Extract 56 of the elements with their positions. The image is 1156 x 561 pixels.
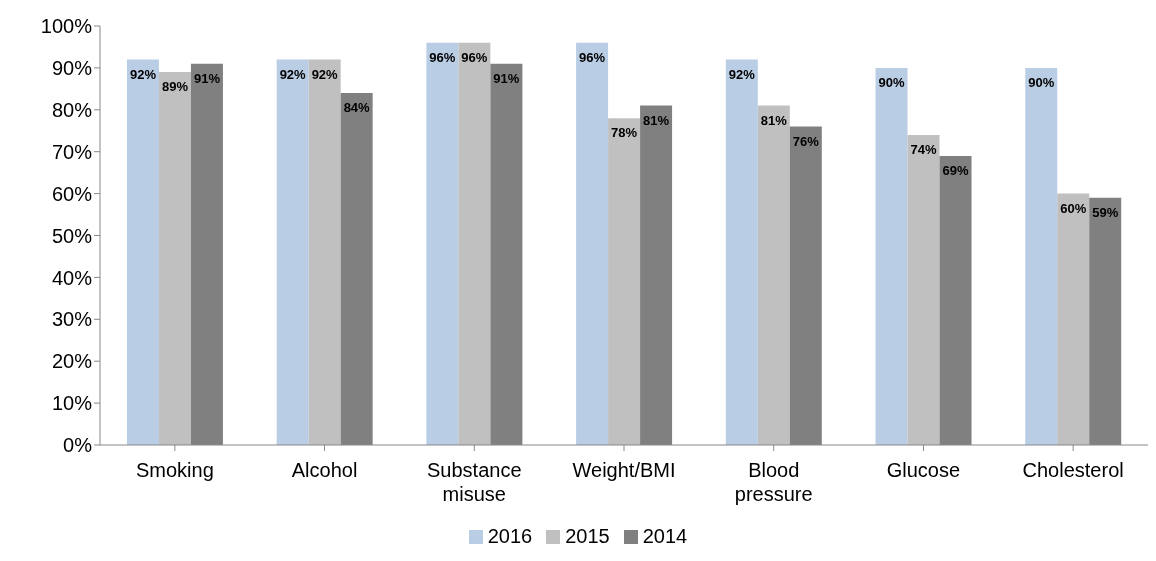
bar bbox=[757, 105, 790, 445]
data-label: 69% bbox=[942, 163, 969, 179]
y-tick-label: 30% bbox=[51, 308, 93, 331]
bar bbox=[1025, 67, 1058, 445]
x-tick-label: Glucose bbox=[886, 459, 961, 481]
bar bbox=[276, 59, 309, 445]
data-label: 60% bbox=[1060, 200, 1087, 216]
bar bbox=[426, 42, 459, 445]
legend-label: 2014 bbox=[642, 525, 688, 548]
y-tick-label: 100% bbox=[40, 15, 93, 38]
bar bbox=[308, 59, 341, 445]
data-label: 92% bbox=[279, 66, 307, 82]
x-tick-label: Alcohol bbox=[291, 459, 358, 481]
data-label: 96% bbox=[429, 49, 456, 65]
data-label: 78% bbox=[611, 125, 638, 141]
y-tick-label: 10% bbox=[51, 392, 93, 415]
data-label: 90% bbox=[878, 75, 905, 91]
x-tick-label: Blood pressure bbox=[734, 459, 813, 505]
data-label: 96% bbox=[461, 49, 488, 65]
y-tick-label: 90% bbox=[51, 57, 93, 79]
bar bbox=[875, 67, 908, 445]
bar bbox=[725, 59, 758, 445]
data-label: 59% bbox=[1092, 205, 1119, 221]
bar bbox=[576, 42, 609, 445]
data-label: 76% bbox=[792, 133, 820, 149]
data-label: 92% bbox=[129, 66, 157, 82]
bar bbox=[608, 118, 641, 445]
y-tick-label: 60% bbox=[51, 182, 93, 205]
data-label: 81% bbox=[643, 112, 670, 128]
data-label: 90% bbox=[1028, 75, 1055, 91]
bar bbox=[126, 59, 159, 445]
data-label: 81% bbox=[760, 112, 788, 128]
y-tick-label: 20% bbox=[51, 350, 93, 373]
data-label: 91% bbox=[493, 70, 520, 86]
legend-label: 2015 bbox=[565, 525, 610, 548]
bar bbox=[907, 134, 940, 445]
data-label: 74% bbox=[910, 142, 937, 158]
data-label: 91% bbox=[193, 70, 221, 86]
x-tick-label: Substance misuse bbox=[427, 459, 522, 505]
legend-label: 2016 bbox=[487, 525, 533, 548]
data-label: 84% bbox=[343, 100, 371, 116]
bar bbox=[158, 72, 191, 445]
bar bbox=[458, 42, 491, 445]
x-tick-label: Cholesterol bbox=[1022, 459, 1124, 481]
x-tick-label: Weight/BMI bbox=[572, 459, 676, 481]
x-tick-label: Smoking bbox=[135, 459, 214, 481]
data-label: 92% bbox=[728, 66, 756, 82]
y-tick-label: 0% bbox=[63, 434, 93, 457]
data-label: 92% bbox=[311, 66, 339, 82]
bar bbox=[1057, 193, 1090, 445]
data-label: 89% bbox=[161, 79, 189, 95]
y-tick-label: 40% bbox=[51, 266, 93, 289]
y-tick-label: 70% bbox=[51, 140, 93, 163]
y-tick-label: 80% bbox=[51, 98, 93, 121]
y-tick-label: 50% bbox=[51, 224, 93, 247]
data-label: 96% bbox=[579, 49, 606, 65]
